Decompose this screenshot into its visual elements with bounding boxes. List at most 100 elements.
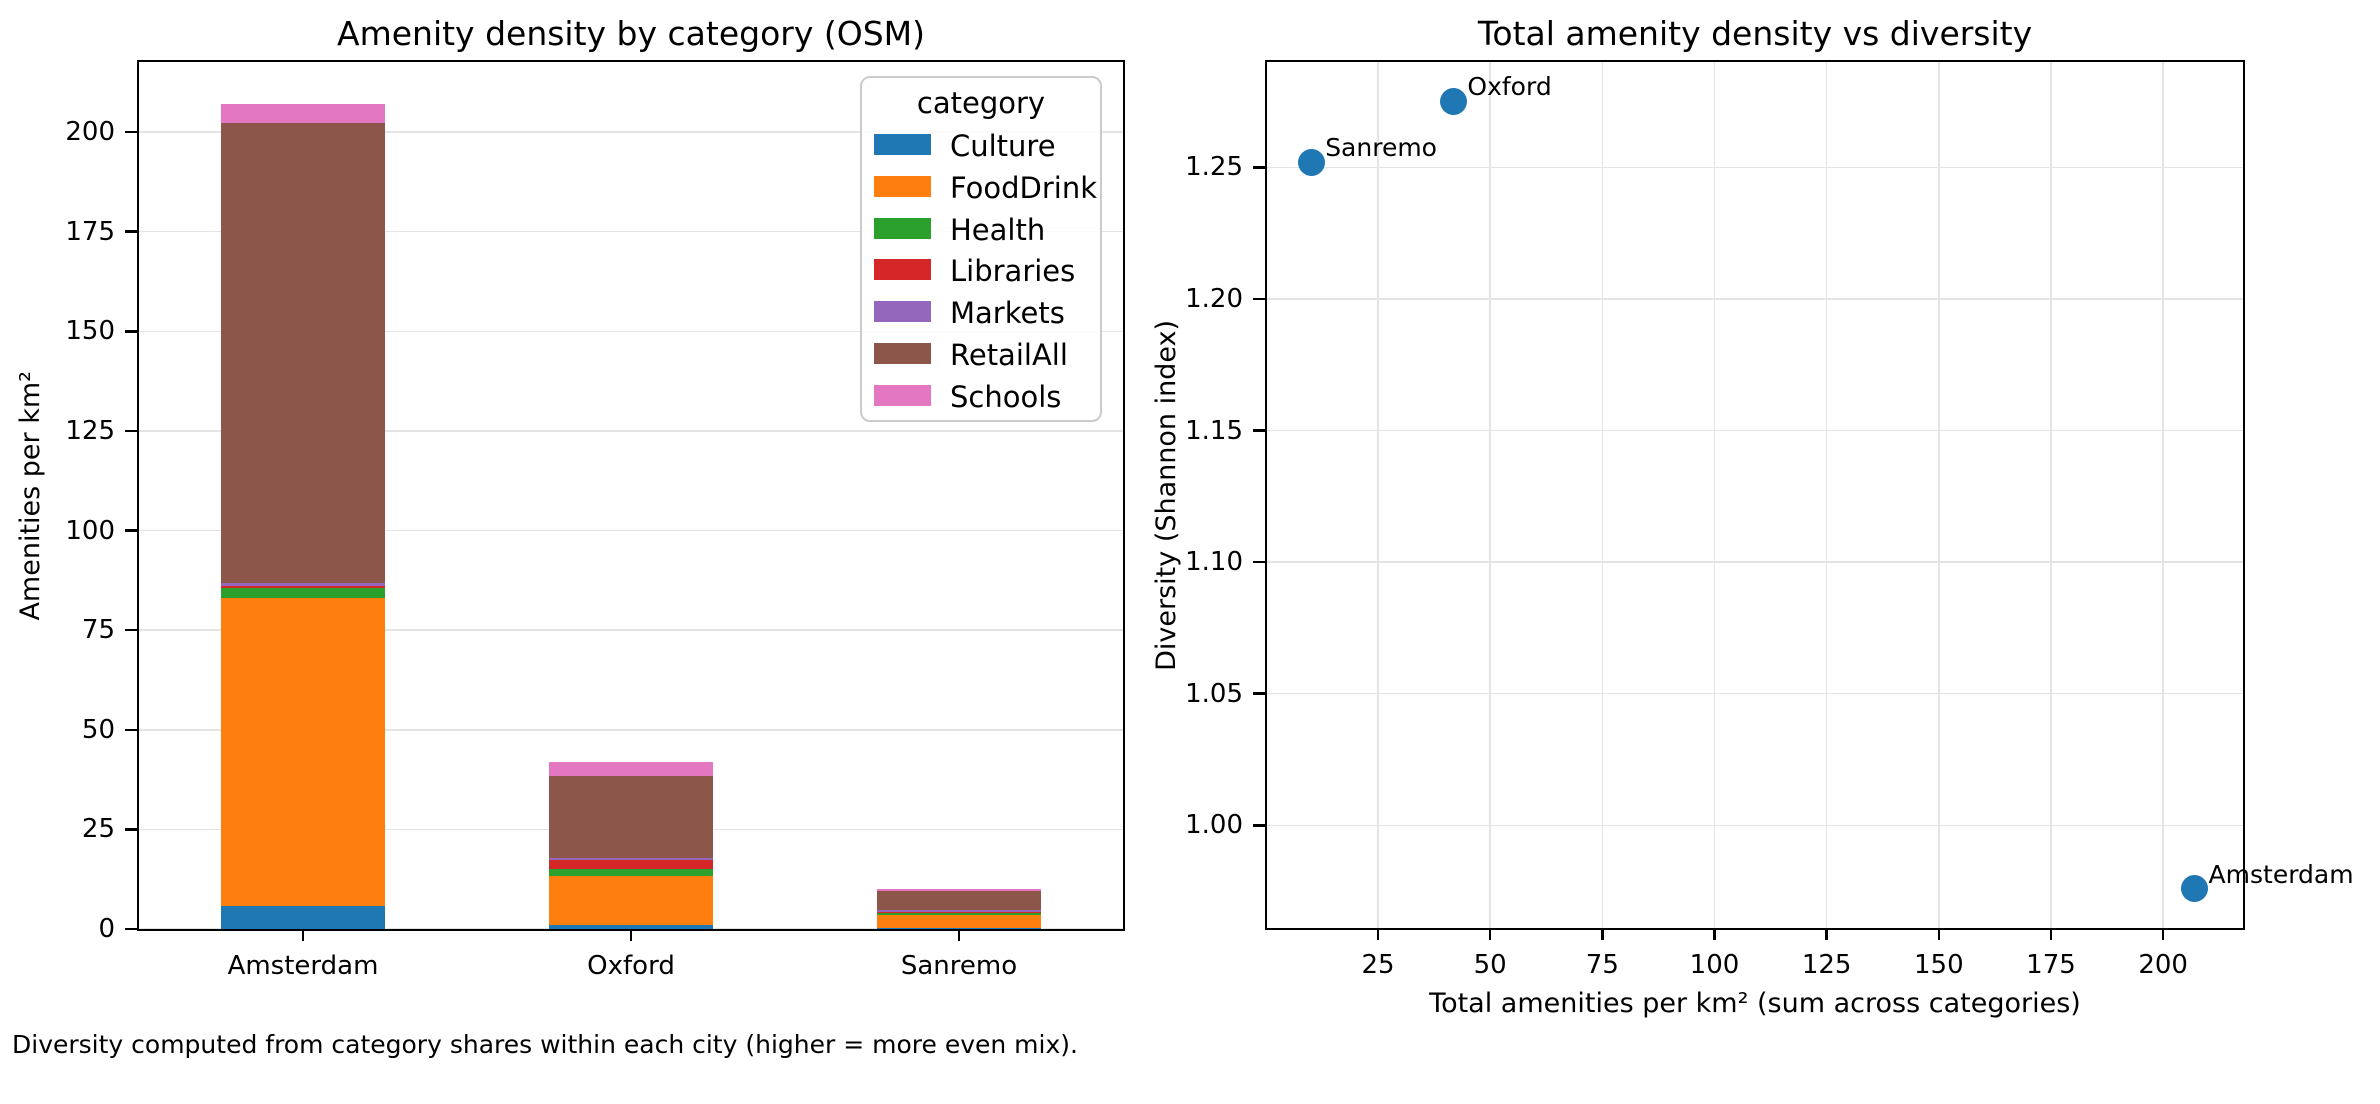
y-tick-mark: [125, 529, 137, 532]
x-tick-label: 25: [1361, 950, 1395, 980]
gridline: [2162, 62, 2164, 928]
y-tick-label: 175: [65, 216, 115, 247]
bar-segment-culture: [549, 925, 713, 929]
legend-item: Schools: [874, 375, 1092, 417]
bar-segment-libraries: [221, 585, 385, 588]
legend-item: Health: [874, 208, 1092, 250]
legend-item: RetailAll: [874, 333, 1092, 375]
y-tick-label: 1.00: [1185, 810, 1243, 841]
bar-chart-title: Amenity density by category (OSM): [337, 14, 925, 53]
gridline: [1825, 62, 1828, 928]
gridline: [139, 131, 1123, 133]
gridline: [1377, 62, 1379, 928]
x-tick-label: 100: [1689, 950, 1740, 980]
x-tick-mark: [2161, 928, 2165, 940]
bar-segment-health: [221, 587, 385, 599]
bar-segment-culture: [877, 928, 1041, 929]
gridline: [1601, 62, 1604, 928]
y-tick-label: 25: [81, 814, 115, 845]
x-tick-label: 200: [2138, 950, 2188, 980]
y-tick-mark: [1253, 166, 1265, 169]
x-tick-mark: [1937, 928, 1941, 940]
bar-segment-schools: [221, 104, 385, 124]
x-tick-label: Amsterdam: [227, 951, 379, 981]
bar-segment-schools: [549, 762, 713, 776]
bar-segment-culture: [221, 905, 385, 929]
x-tick-mark: [629, 929, 633, 941]
gridline: [139, 629, 1123, 631]
gridline: [1267, 298, 2243, 300]
x-tick-mark: [1601, 928, 1604, 940]
x-tick-label: 125: [1801, 950, 1852, 980]
legend-swatch: [874, 343, 931, 364]
legend-swatch: [874, 175, 931, 197]
x-tick-label: 75: [1585, 950, 1619, 980]
y-tick-mark: [1253, 297, 1265, 301]
legend-label: FoodDrink: [950, 170, 1098, 205]
scatter-chart-xlabel: Total amenities per km² (sum across cate…: [1429, 988, 2081, 1019]
bar-segment-retailall: [221, 123, 385, 583]
bar-segment-health: [877, 912, 1041, 916]
x-tick-mark: [301, 929, 305, 941]
legend-item: Libraries: [874, 249, 1092, 291]
gridline: [1267, 824, 2243, 827]
bar-chart-ylabel-wrap: Amenities per km²: [14, 62, 48, 929]
bar-segment-libraries: [877, 911, 1041, 913]
bar-segment-retailall: [549, 776, 713, 858]
bar-segment-fooddrink: [877, 915, 1041, 928]
x-tick-mark: [957, 929, 961, 941]
x-tick-label: Oxford: [587, 951, 675, 981]
x-tick-mark: [1825, 928, 1828, 940]
y-tick-label: 125: [65, 415, 115, 446]
legend-swatch: [874, 301, 931, 323]
legend-swatch: [874, 134, 931, 155]
bar-segment-schools: [877, 888, 1041, 891]
y-tick-mark: [125, 429, 137, 433]
scatter-point-sanremo: [1297, 148, 1325, 176]
y-tick-label: 200: [65, 117, 115, 148]
gridline: [139, 330, 1123, 333]
y-tick-label: 1.20: [1185, 283, 1243, 314]
legend-swatch: [874, 384, 931, 406]
x-tick-label: 150: [1913, 950, 1964, 980]
legend-label: Markets: [950, 296, 1065, 331]
gridline: [139, 529, 1123, 532]
legend-label: RetailAll: [950, 338, 1068, 372]
legend-label: Schools: [950, 379, 1062, 414]
y-tick-mark: [125, 828, 137, 831]
gridline: [1267, 166, 2243, 169]
y-tick-mark: [125, 728, 137, 732]
figure-caption: Diversity computed from category shares …: [12, 1030, 1078, 1059]
bar-segment-retailall: [877, 890, 1041, 910]
bar-segment-fooddrink: [549, 876, 713, 926]
legend-swatch: [874, 259, 931, 281]
y-tick-label: 0: [98, 914, 115, 944]
bar-segment-markets: [221, 582, 385, 586]
axes-spines: [1265, 60, 2245, 930]
legend-label: Culture: [950, 129, 1056, 163]
legend-title: category: [916, 86, 1046, 120]
scatter-point-oxford: [1439, 87, 1467, 115]
scatter-chart-title: Total amenity density vs diversity: [1477, 14, 2033, 53]
bar-segment-health: [549, 869, 713, 876]
legend-item: Culture: [874, 124, 1092, 166]
x-tick-label: 50: [1473, 950, 1507, 980]
y-tick-mark: [125, 330, 137, 333]
y-tick-mark: [1253, 824, 1265, 827]
legend-label: Libraries: [950, 254, 1076, 289]
legend: category Culture FoodDrink Health Libraries M…: [860, 76, 1102, 422]
y-tick-mark: [125, 230, 137, 233]
y-tick-mark: [1253, 692, 1265, 695]
y-tick-label: 75: [81, 615, 115, 646]
x-tick-mark: [1713, 928, 1716, 940]
y-tick-label: 1.05: [1185, 678, 1243, 709]
y-tick-label: 150: [65, 316, 115, 347]
x-tick-label: Sanremo: [900, 951, 1018, 981]
gridline: [1267, 429, 2243, 432]
bar-segment-markets: [877, 909, 1041, 912]
legend-item: FoodDrink: [874, 166, 1097, 208]
y-tick-label: 50: [81, 714, 115, 745]
x-tick-label: 175: [2026, 950, 2076, 980]
point-label-amsterdam: Amsterdam: [2208, 859, 2354, 889]
scatter-chart-ylabel-wrap: Diversity (Shannon index): [1150, 62, 1184, 928]
